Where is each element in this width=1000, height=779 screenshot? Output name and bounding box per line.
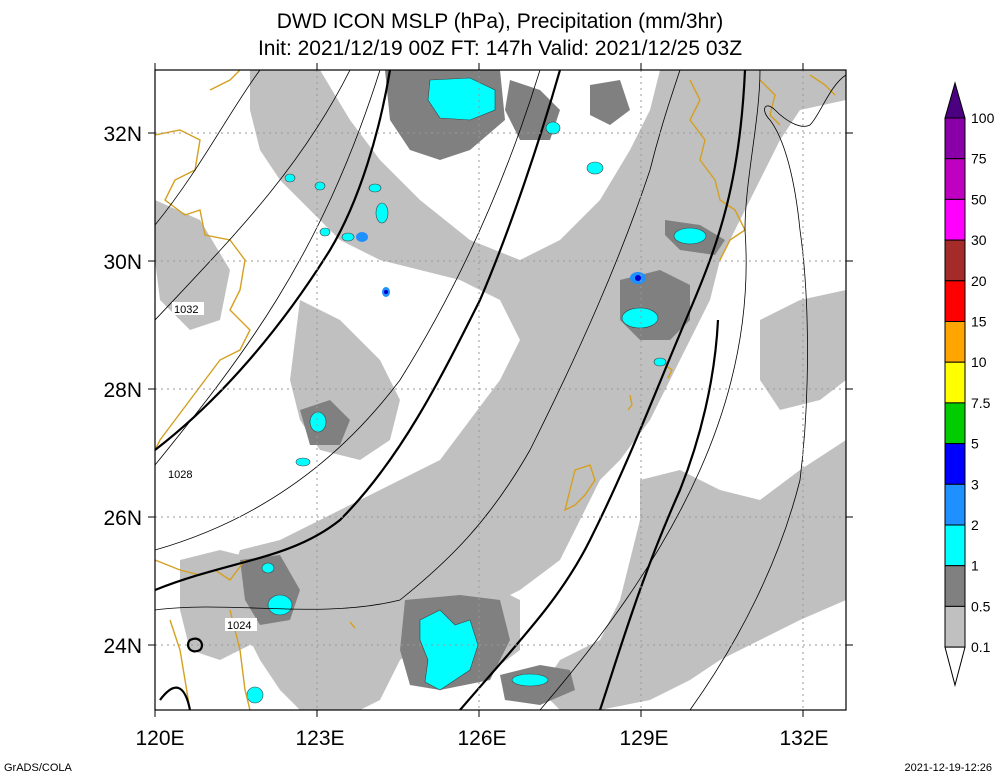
map-title-line1: DWD ICON MSLP (hPa), Precipitation (mm/3…	[276, 10, 724, 33]
isobars-thick	[155, 70, 747, 710]
lon-label-120e: 120E	[135, 727, 184, 750]
lon-labels: 120E 123E 126E 129E 132E	[135, 727, 828, 750]
lon-label-129e: 129E	[619, 727, 668, 750]
legend-label: 3	[971, 476, 979, 492]
legend-label: 1	[971, 558, 979, 574]
legend-label: 30	[971, 232, 987, 248]
legend-swatch	[944, 239, 966, 282]
legend-swatch	[944, 321, 966, 363]
legend-swatch	[944, 280, 966, 322]
isobar-label-1032: 1032	[174, 304, 198, 316]
legend-swatch	[944, 605, 966, 648]
legend-swatch	[944, 402, 966, 445]
lat-label-28n: 28N	[103, 379, 142, 402]
lat-labels: 32N 30N 28N 26N 24N	[103, 123, 142, 658]
lat-label-24n: 24N	[103, 635, 142, 658]
precip-heavy-areas	[246, 77, 707, 704]
lon-label-123e: 123E	[295, 727, 344, 750]
precip-colorbar: 100 75 50 30 20 15 10 7.5 5 3 2 1 0.5 0.1	[944, 81, 995, 688]
legend-label: 50	[971, 191, 987, 207]
legend-swatch	[944, 483, 966, 526]
legend-label: 7.5	[971, 395, 991, 411]
lat-label-32n: 32N	[103, 123, 142, 146]
legend-label: 15	[971, 314, 987, 330]
legend-swatch	[944, 524, 966, 567]
legend-label: 5	[971, 436, 979, 452]
precip-intense-cells	[384, 275, 641, 294]
lon-label-126e: 126E	[457, 727, 506, 750]
isobar-label-1024: 1024	[227, 620, 251, 632]
legend-label: 100	[971, 110, 995, 126]
legend-swatch	[944, 117, 966, 160]
legend-swatch	[944, 198, 966, 241]
legend-label: 20	[971, 273, 987, 289]
footer-timestamp: 2021-12-19-12:26	[904, 762, 992, 774]
coastlines	[155, 70, 836, 710]
lat-label-30n: 30N	[103, 251, 142, 274]
lat-label-26n: 26N	[103, 507, 142, 530]
legend-label: 2	[971, 517, 979, 533]
isobars-thin	[155, 70, 846, 710]
legend-label: 10	[971, 354, 987, 370]
legend-swatch	[944, 443, 966, 485]
legend-label: 0.1	[971, 639, 991, 655]
lat-ticks	[148, 132, 853, 646]
map-title-line2: Init: 2021/12/19 00Z FT: 147h Valid: 202…	[257, 37, 743, 60]
legend-swatch	[944, 158, 966, 200]
legend-arrow-top	[944, 81, 966, 119]
isobar-label-1028: 1028	[168, 469, 192, 481]
lon-ticks	[154, 63, 804, 717]
lon-label-132e: 132E	[779, 727, 828, 750]
legend-arrow-bottom	[944, 646, 966, 688]
footer-credit: GrADS/COLA	[4, 762, 72, 774]
legend-label: 0.5	[971, 598, 991, 614]
legend-swatch	[944, 361, 966, 404]
legend-label: 75	[971, 151, 987, 167]
legend-swatch	[944, 565, 966, 607]
map-frame	[154, 69, 847, 711]
grid-lines	[155, 70, 846, 710]
isobar-labels: 1032 1028 1024	[166, 302, 257, 632]
